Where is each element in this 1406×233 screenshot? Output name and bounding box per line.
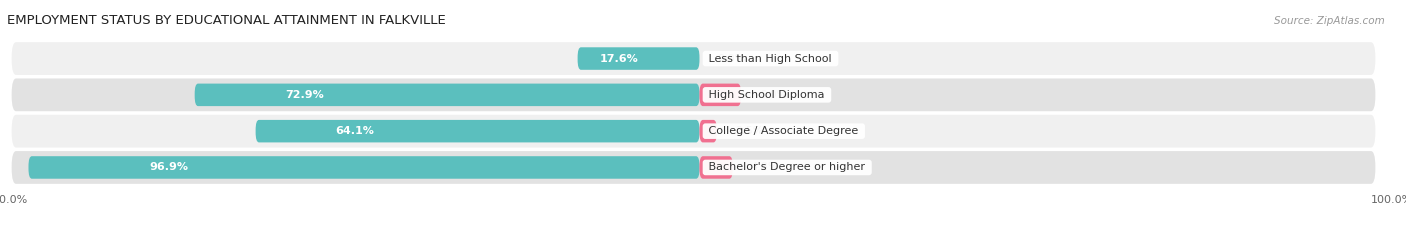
Text: High School Diploma: High School Diploma (706, 90, 828, 100)
Text: 4.8%: 4.8% (751, 162, 779, 172)
FancyBboxPatch shape (11, 41, 1376, 76)
Text: 96.9%: 96.9% (149, 162, 188, 172)
FancyBboxPatch shape (700, 120, 717, 142)
Text: 6.0%: 6.0% (759, 90, 787, 100)
FancyBboxPatch shape (11, 114, 1376, 149)
Text: Less than High School: Less than High School (706, 54, 835, 64)
Text: Source: ZipAtlas.com: Source: ZipAtlas.com (1274, 16, 1385, 26)
FancyBboxPatch shape (11, 150, 1376, 185)
FancyBboxPatch shape (700, 84, 741, 106)
FancyBboxPatch shape (28, 156, 700, 179)
Text: 64.1%: 64.1% (336, 126, 374, 136)
FancyBboxPatch shape (700, 156, 733, 179)
FancyBboxPatch shape (256, 120, 700, 142)
Text: Bachelor's Degree or higher: Bachelor's Degree or higher (706, 162, 869, 172)
Text: 17.6%: 17.6% (599, 54, 638, 64)
Text: College / Associate Degree: College / Associate Degree (706, 126, 862, 136)
Text: 72.9%: 72.9% (285, 90, 325, 100)
Text: EMPLOYMENT STATUS BY EDUCATIONAL ATTAINMENT IN FALKVILLE: EMPLOYMENT STATUS BY EDUCATIONAL ATTAINM… (7, 14, 446, 27)
FancyBboxPatch shape (578, 47, 700, 70)
Text: 2.5%: 2.5% (735, 126, 763, 136)
FancyBboxPatch shape (194, 84, 700, 106)
Text: 0.0%: 0.0% (717, 54, 745, 64)
FancyBboxPatch shape (11, 77, 1376, 112)
